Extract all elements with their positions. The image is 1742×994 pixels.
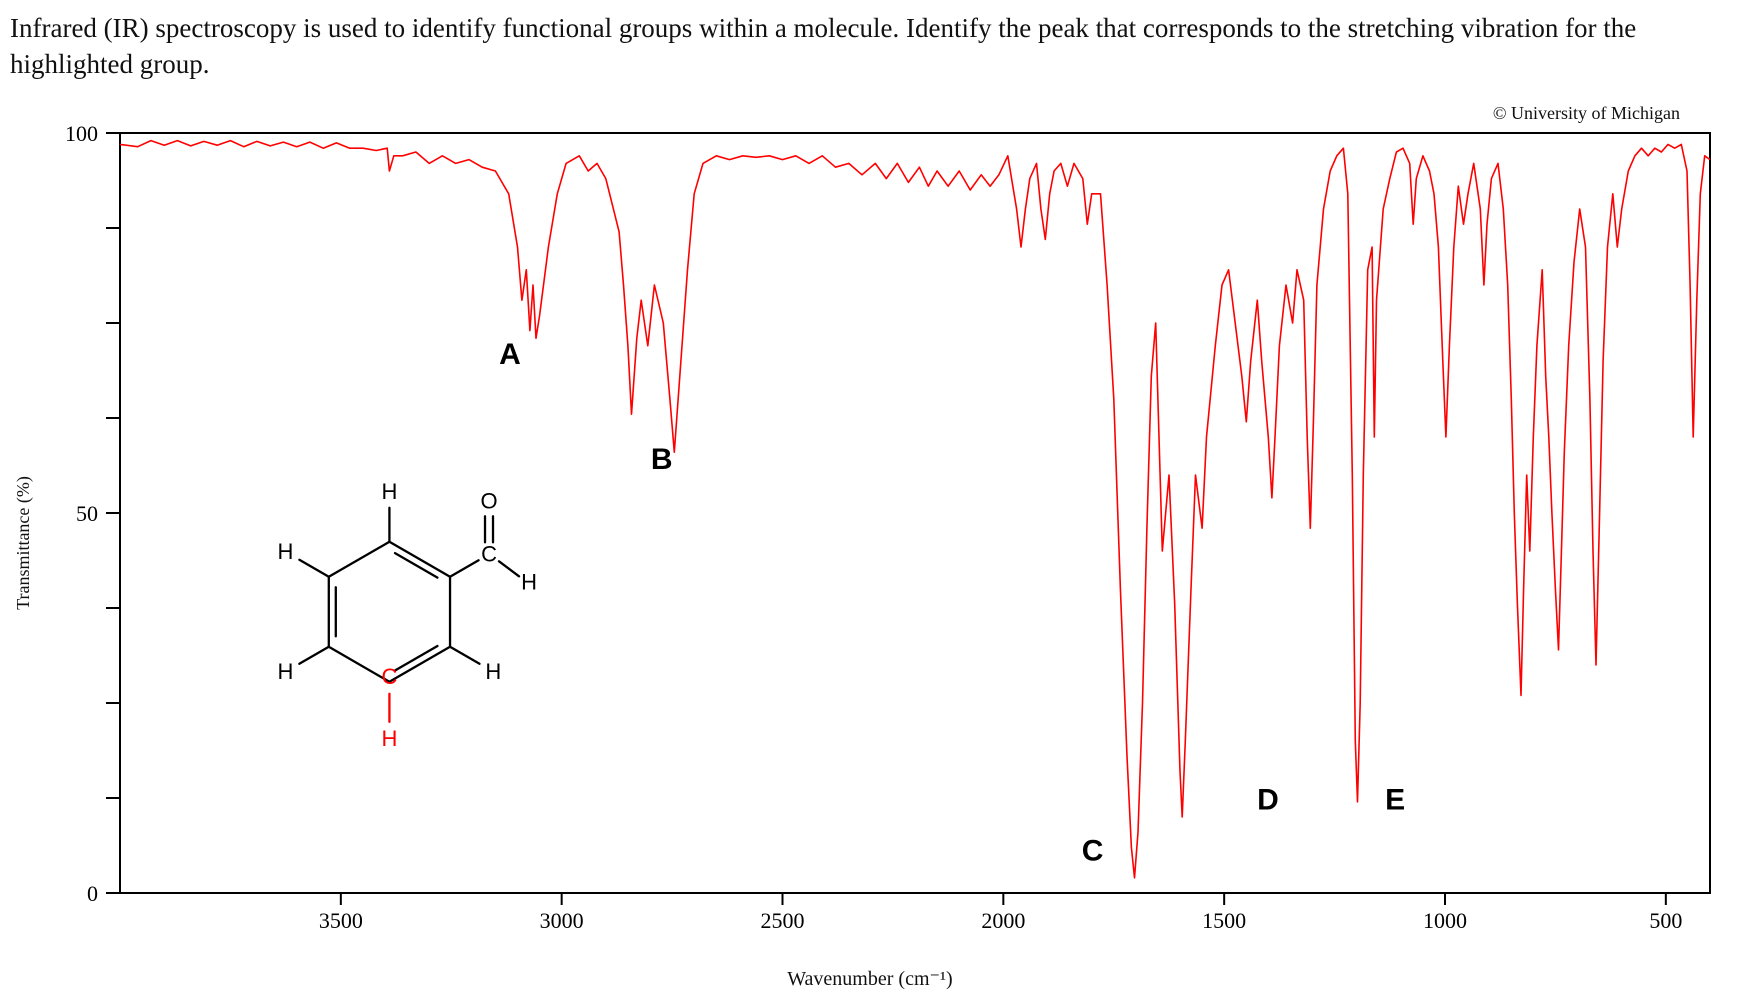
svg-text:H: H	[485, 659, 501, 684]
svg-text:D: D	[1257, 783, 1279, 816]
svg-text:0: 0	[87, 881, 98, 906]
svg-text:500: 500	[1649, 908, 1682, 933]
svg-text:1000: 1000	[1423, 908, 1467, 933]
svg-text:50: 50	[76, 501, 98, 526]
svg-text:B: B	[651, 443, 673, 476]
svg-text:100: 100	[65, 121, 98, 146]
svg-text:H: H	[278, 659, 294, 684]
y-axis-label: Transmittance (%)	[13, 476, 34, 610]
x-axis-label: Wavenumber (cm⁻¹)	[787, 966, 952, 991]
svg-text:3000: 3000	[540, 908, 584, 933]
ir-spectrum-chart: © University of Michigan Transmittance (…	[10, 103, 1730, 983]
svg-text:C: C	[381, 664, 397, 689]
spectrum-svg: 0 50 100 3500 3000 2500 2000 1500 1000 500 A B C D E H H…	[10, 103, 1730, 973]
svg-text:1500: 1500	[1202, 908, 1246, 933]
svg-text:H: H	[381, 726, 397, 751]
svg-text:3500: 3500	[319, 908, 363, 933]
svg-text:C: C	[1082, 834, 1104, 867]
svg-text:H: H	[381, 479, 397, 504]
svg-text:A: A	[499, 338, 521, 371]
copyright-text: © University of Michigan	[1493, 103, 1680, 124]
svg-text:H: H	[521, 569, 537, 594]
svg-text:O: O	[480, 488, 497, 513]
svg-text:H: H	[278, 539, 294, 564]
svg-text:C: C	[481, 541, 497, 566]
svg-text:2500: 2500	[761, 908, 805, 933]
svg-text:2000: 2000	[981, 908, 1025, 933]
svg-text:E: E	[1385, 783, 1405, 816]
question-text: Infrared (IR) spectroscopy is used to id…	[10, 10, 1732, 83]
